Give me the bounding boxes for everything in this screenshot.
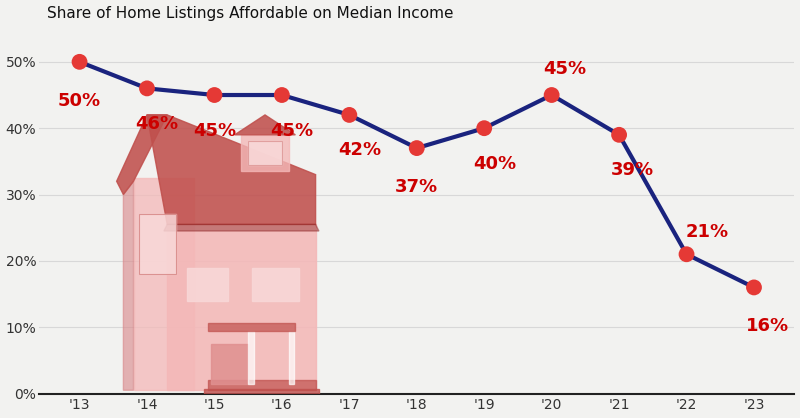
Bar (204, 389, 319, 397)
Polygon shape (117, 115, 167, 194)
Bar (248, 141, 282, 165)
Polygon shape (147, 115, 315, 224)
Text: 42%: 42% (338, 141, 381, 159)
Polygon shape (123, 181, 134, 390)
Bar (139, 214, 176, 274)
Point (680, 251, 693, 257)
Bar (248, 331, 254, 384)
Polygon shape (164, 224, 319, 231)
Bar (251, 268, 298, 301)
Point (478, 125, 490, 132)
Text: 39%: 39% (611, 161, 654, 179)
Point (208, 92, 221, 98)
Text: 45%: 45% (193, 122, 236, 140)
Bar (134, 178, 194, 390)
Point (141, 85, 154, 92)
Polygon shape (234, 115, 295, 135)
Bar (248, 141, 282, 165)
Text: 16%: 16% (746, 317, 789, 335)
Point (410, 145, 423, 151)
Point (275, 92, 288, 98)
Bar (242, 135, 289, 171)
Point (747, 284, 760, 291)
Text: 50%: 50% (58, 92, 101, 110)
Text: 46%: 46% (135, 115, 178, 133)
Point (343, 112, 356, 118)
Point (73, 59, 86, 65)
Bar (211, 344, 248, 384)
Bar (289, 331, 294, 384)
Bar (139, 214, 176, 274)
Bar (167, 224, 315, 390)
Point (546, 92, 558, 98)
Bar (208, 380, 315, 390)
Text: 45%: 45% (543, 61, 586, 79)
Point (613, 132, 626, 138)
Text: Share of Home Listings Affordable on Median Income: Share of Home Listings Affordable on Med… (46, 5, 453, 20)
Text: 21%: 21% (686, 223, 728, 241)
Text: 40%: 40% (473, 155, 516, 173)
Bar (201, 396, 322, 403)
Text: 37%: 37% (395, 178, 438, 196)
Text: 45%: 45% (270, 122, 314, 140)
Bar (208, 323, 295, 331)
Bar (187, 268, 228, 301)
